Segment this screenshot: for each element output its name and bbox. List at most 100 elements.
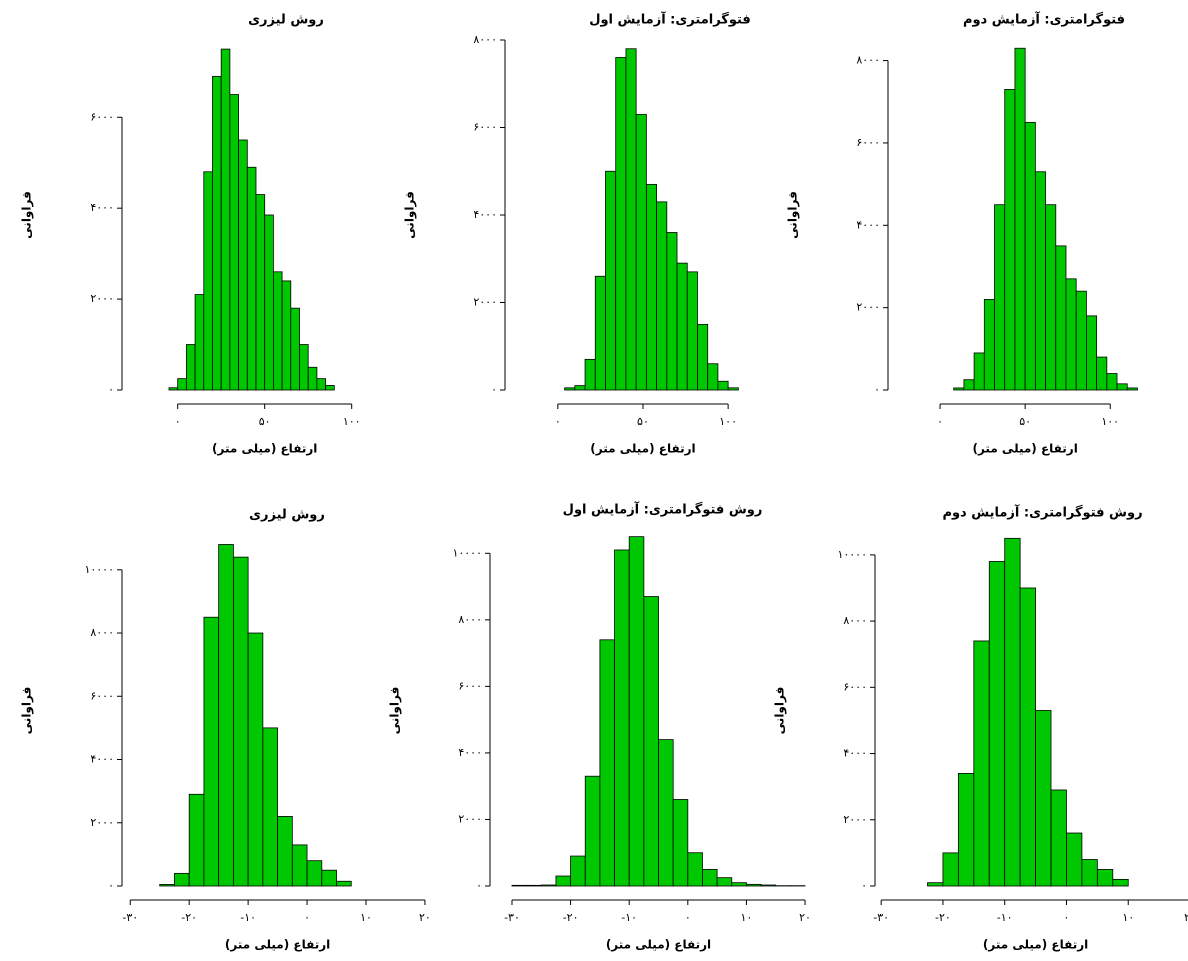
bar [229, 94, 239, 391]
y-tick-label: ۶۰۰۰ [473, 121, 497, 134]
bar [983, 299, 995, 391]
y-axis-label: فراوانی [20, 687, 35, 735]
x-tick-label: ۰ [304, 911, 310, 924]
bar [262, 727, 278, 887]
x-tick-label: ۱۰ [1122, 911, 1134, 924]
y-tick-label: ۰ [476, 879, 482, 892]
bar [1019, 587, 1036, 887]
bar [676, 262, 688, 391]
bar [325, 385, 335, 391]
bar [212, 75, 222, 391]
x-axis-label: ارتفاع (میلی متر) [212, 442, 317, 456]
y-tick-label: ۶۰۰۰ [90, 110, 114, 123]
bar [574, 385, 586, 391]
bar [336, 880, 352, 887]
bar [666, 232, 678, 391]
x-tick-label: ۱۰۰ [343, 415, 361, 428]
bar [272, 271, 283, 391]
x-tick-label: ۲۰ [419, 911, 431, 924]
x-tick-label: -۳۰ [504, 911, 520, 924]
y-tick-label: ۱۰۰۰۰ [84, 563, 114, 576]
bar [255, 194, 266, 391]
bar [1050, 789, 1067, 887]
y-axis-label: فراوانی [20, 191, 35, 239]
bar [185, 344, 196, 391]
bar [177, 378, 187, 391]
bar [614, 549, 630, 887]
bar [1116, 383, 1128, 391]
bar [1004, 537, 1021, 887]
bar [1055, 245, 1067, 391]
x-tick-label: -۱۰ [621, 911, 637, 924]
x-tick-label: -۲۰ [181, 911, 197, 924]
bar [299, 344, 309, 391]
bar [1096, 869, 1114, 887]
bar [988, 561, 1006, 887]
y-tick-label: ۰ [491, 383, 497, 396]
bar [1075, 290, 1087, 391]
bar [717, 380, 729, 391]
bar [316, 378, 326, 391]
bar [174, 872, 190, 887]
y-tick-label: ۶۰۰۰ [843, 680, 867, 693]
bar [1014, 47, 1026, 391]
panel: -۳۰ -۲۰ -۱۰ ۰ ۱۰ ۲۰ ارتفاع (میلی متر) ۰ ۲۰۰۰ ۴۰۰۰… [773, 504, 1188, 952]
y-axis-label: فراوانی [388, 687, 403, 735]
bar [188, 793, 205, 887]
panel: ۰ ۵۰ ۱۰۰ ارتفاع (میلی متر) ۰ ۲۰۰۰ ۴۰۰۰ ۶۰۰۰ ۸۰۰۰… [403, 11, 751, 456]
bar [159, 884, 175, 887]
bar [290, 307, 300, 391]
y-tick-label: ۱۰۰۰۰ [837, 548, 867, 561]
bar [1106, 373, 1118, 391]
bar [599, 639, 615, 887]
x-tick-label: ۰ [1064, 911, 1070, 924]
y-tick-label: ۸۰۰۰ [856, 54, 880, 67]
chart-title: روش فتوگرامتری: آزمایش اول [563, 501, 763, 518]
x-tick-label: -۳۰ [873, 911, 889, 924]
panel: -۳۰ -۲۰ -۱۰ ۰ ۱۰ ۲۰ ارتفاع (میلی متر) ۰ ۲۰۰۰ ۴۰۰۰… [388, 501, 811, 952]
chart-title: فتوگرامتری: آزمایش اول [589, 11, 751, 28]
x-tick-label: -۲۰ [563, 911, 579, 924]
panel: -۳۰ -۲۰ -۱۰ ۰ ۱۰ ۲۰ ارتفاع (میلی متر) ۰ ۲۰۰۰ ۴۰۰۰… [20, 508, 431, 952]
bar [727, 387, 739, 391]
bar [584, 775, 601, 887]
bar [564, 387, 576, 391]
bar [605, 170, 617, 391]
y-tick-label: ۴۰۰۰ [843, 747, 867, 760]
bar [716, 877, 733, 887]
bar [1112, 878, 1129, 887]
bar [1045, 204, 1057, 391]
bar [203, 171, 213, 391]
bar [1065, 278, 1077, 391]
bar [686, 271, 698, 391]
bar [635, 113, 647, 391]
bar [615, 57, 627, 391]
y-tick-label: ۲۰۰۰ [458, 812, 482, 825]
y-tick-label: ۴۰۰۰ [458, 746, 482, 759]
x-axis-label: ارتفاع (میلی متر) [983, 938, 1088, 952]
bar [1086, 315, 1098, 391]
x-tick-label: ۵۰ [637, 415, 649, 428]
bar [594, 275, 606, 391]
bar [927, 882, 944, 887]
y-tick-label: ۶۰۰۰ [458, 679, 482, 692]
bar [1024, 121, 1036, 391]
y-tick-label: ۲۰۰۰ [473, 296, 497, 309]
x-tick-label: ۰ [555, 415, 561, 428]
x-tick-label: ۵۰ [1019, 415, 1031, 428]
y-tick-label: ۰ [874, 383, 880, 396]
x-axis-label: ارتفاع (میلی متر) [972, 442, 1077, 456]
y-tick-label: ۸۰۰۰ [843, 614, 867, 627]
bar [321, 869, 337, 887]
bar [942, 852, 959, 887]
x-tick-label: ۲۰ [1184, 911, 1188, 924]
bar [246, 166, 257, 391]
x-tick-label: ۰ [175, 415, 181, 428]
bar [957, 773, 975, 887]
x-tick-label: ۱۰۰ [719, 415, 737, 428]
bar [628, 536, 645, 887]
bar [697, 323, 709, 391]
bar [584, 358, 596, 391]
bar [707, 363, 719, 391]
